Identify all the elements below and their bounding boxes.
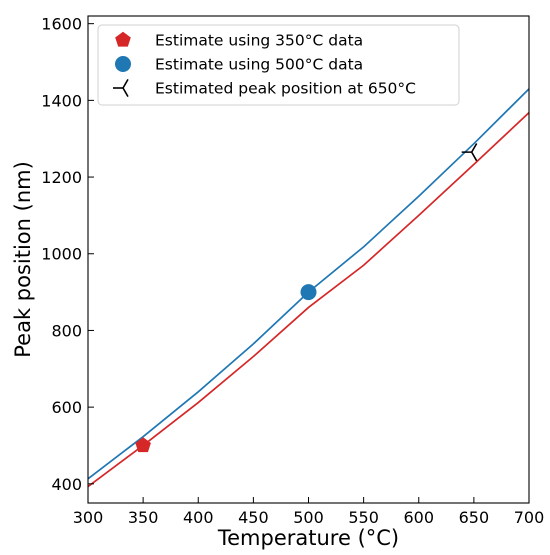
series-line-1 <box>87 88 530 480</box>
legend-label-2: Estimated peak position at 650°C <box>155 80 416 98</box>
x-tick-label: 550 <box>348 508 379 527</box>
x-tick-label: 450 <box>238 508 269 527</box>
y-tick-label: 400 <box>51 475 82 494</box>
x-tick-label: 650 <box>459 508 490 527</box>
y-tick-label: 800 <box>51 321 82 340</box>
data-point-1 <box>300 284 317 301</box>
x-axis-label: Temperature (°C) <box>217 526 399 550</box>
legend-marker-2 <box>113 78 129 98</box>
legend-marker-1 <box>115 56 131 72</box>
x-tick-label: 350 <box>128 508 159 527</box>
y-tick-label: 1000 <box>41 245 82 264</box>
legend-label-1: Estimate using 500°C data <box>155 56 363 74</box>
legend-marker-0 <box>115 31 131 47</box>
x-tick-label: 700 <box>514 508 545 527</box>
legend-box <box>97 24 460 106</box>
x-tick-label: 300 <box>73 508 104 527</box>
legend-label-0: Estimate using 350°C data <box>155 32 363 50</box>
y-axis-label: Peak position (nm) <box>11 161 35 358</box>
legend: Estimate using 350°C data Estimate using … <box>97 24 460 106</box>
y-tick-label: 1400 <box>41 91 82 110</box>
y-tick-label: 1200 <box>41 168 82 187</box>
y-tick-label: 1600 <box>41 15 82 34</box>
x-tick-label: 400 <box>183 508 214 527</box>
series-line-0 <box>87 112 530 488</box>
x-tick-label: 600 <box>403 508 434 527</box>
data-point-2 <box>461 143 478 162</box>
data-point-0 <box>135 437 151 453</box>
y-tick-label: 600 <box>51 398 82 417</box>
x-tick-label: 500 <box>293 508 324 527</box>
